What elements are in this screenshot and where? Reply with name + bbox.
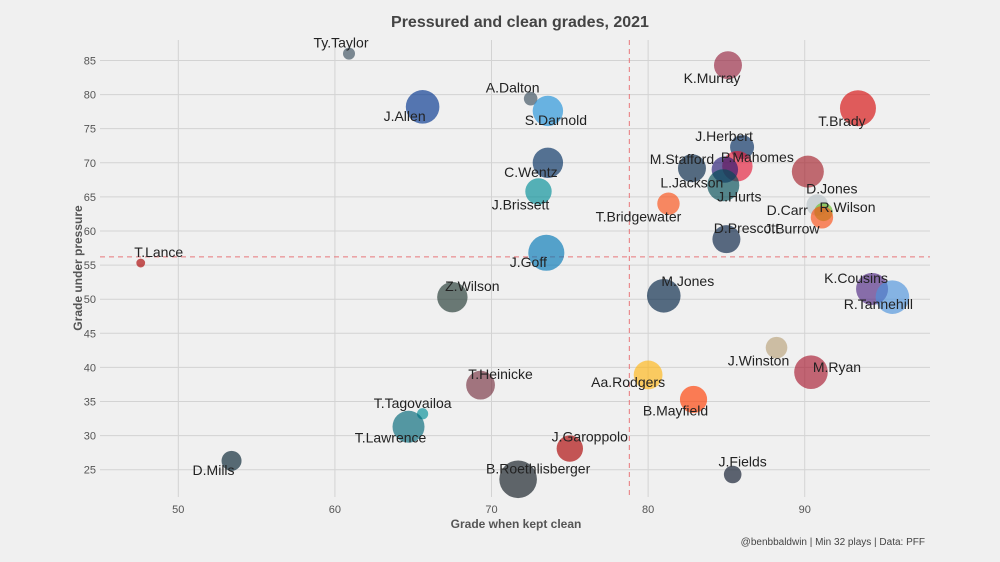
data-point bbox=[633, 360, 663, 390]
data-point bbox=[712, 225, 741, 254]
data-point bbox=[532, 95, 564, 127]
data-point bbox=[556, 435, 584, 462]
point-label: Ty.Taylor bbox=[314, 35, 369, 51]
point-label: B.Roethlisberger bbox=[486, 460, 591, 476]
point-label: T.Tagovailoa bbox=[374, 395, 452, 411]
y-tick-label: 75 bbox=[84, 124, 96, 136]
point-label: Aa.Rodgers bbox=[591, 374, 665, 390]
y-tick-label: 50 bbox=[84, 294, 96, 306]
point-labels-layer: Ty.Taylor K.Murray A.Dalton J.Allen S.Darnol… bbox=[134, 35, 913, 478]
point-label: T.Brady bbox=[818, 113, 865, 129]
point-label: L.Jackson bbox=[660, 175, 723, 191]
point-label: T.Heinicke bbox=[468, 366, 533, 382]
point-label: D.Mills bbox=[193, 462, 235, 478]
data-point bbox=[657, 192, 680, 215]
data-point bbox=[713, 51, 742, 80]
point-label: R.Wilson bbox=[820, 199, 876, 215]
point-label: M.Ryan bbox=[813, 359, 861, 375]
data-point bbox=[525, 178, 552, 205]
data-point bbox=[499, 460, 537, 499]
data-point bbox=[679, 385, 708, 414]
y-tick-label: 85 bbox=[84, 55, 96, 67]
data-point bbox=[765, 336, 788, 359]
point-label: D.Prescott bbox=[714, 220, 779, 236]
point-label: S.Darnold bbox=[525, 112, 587, 128]
point-label: P.Mahomes bbox=[721, 149, 794, 165]
point-label: J.Brissett bbox=[492, 196, 550, 212]
data-point bbox=[646, 278, 681, 313]
point-label: J.Goff bbox=[510, 254, 547, 270]
data-point bbox=[677, 154, 706, 183]
point-label: Z.Wilson bbox=[445, 278, 499, 294]
y-tick-label: 25 bbox=[84, 465, 96, 477]
data-point bbox=[875, 280, 910, 314]
point-label: K.Cousins bbox=[824, 270, 888, 286]
point-label: K.Murray bbox=[684, 70, 741, 86]
data-point bbox=[437, 281, 468, 313]
reference-lines bbox=[100, 40, 930, 497]
points-layer bbox=[136, 47, 910, 499]
data-point bbox=[707, 169, 740, 202]
data-point bbox=[343, 47, 355, 60]
chart-caption: @benbbaldwin | Min 32 plays | Data: PFF bbox=[741, 537, 925, 548]
x-tick-label: 90 bbox=[799, 504, 811, 516]
y-tick-label: 45 bbox=[84, 328, 96, 340]
point-label: J.Garoppolo bbox=[552, 429, 628, 445]
y-tick-label: 80 bbox=[84, 90, 96, 102]
data-point bbox=[532, 147, 564, 178]
y-tick-label: 60 bbox=[84, 226, 96, 238]
point-label: D.Jones bbox=[806, 181, 857, 197]
chart-title: Pressured and clean grades, 2021 bbox=[391, 14, 649, 31]
point-label: R.Tannehill bbox=[844, 296, 913, 312]
x-tick-label: 80 bbox=[642, 504, 654, 516]
data-point bbox=[723, 465, 742, 484]
data-point bbox=[392, 410, 425, 443]
y-tick-label: 40 bbox=[84, 362, 96, 374]
point-label: J.Winston bbox=[728, 353, 789, 369]
data-point bbox=[794, 355, 828, 389]
y-tick-label: 65 bbox=[84, 192, 96, 204]
point-label: T.Lawrence bbox=[355, 430, 427, 446]
point-label: C.Wentz bbox=[504, 164, 557, 180]
data-point bbox=[839, 90, 876, 127]
data-point bbox=[221, 450, 242, 471]
point-label: J.Allen bbox=[384, 108, 426, 124]
point-label: D.Carr bbox=[767, 202, 809, 218]
y-tick-label: 30 bbox=[84, 431, 96, 443]
y-axis-label: Grade under pressure bbox=[71, 205, 85, 331]
point-label: J.Burrow bbox=[764, 220, 820, 236]
point-label: T.Lance bbox=[134, 244, 183, 260]
point-label: M.Jones bbox=[661, 273, 714, 289]
data-point bbox=[405, 90, 440, 124]
y-tick-label: 70 bbox=[84, 158, 96, 170]
point-label: A.Dalton bbox=[486, 80, 540, 96]
x-tick-label: 60 bbox=[329, 504, 341, 516]
tick-labels-layer: 50 60 70 80 90 25 30 35 40 45 50 55 60 65 70 75 80 85 bbox=[84, 55, 811, 516]
x-tick-label: 70 bbox=[485, 504, 497, 516]
data-point bbox=[528, 234, 565, 271]
y-tick-label: 55 bbox=[84, 260, 96, 272]
point-label: M.Stafford bbox=[650, 151, 714, 167]
grid-layer bbox=[100, 40, 930, 497]
data-point bbox=[810, 206, 834, 229]
y-tick-label: 35 bbox=[84, 397, 96, 409]
point-label: T.Bridgewater bbox=[596, 209, 682, 225]
data-point bbox=[791, 155, 824, 188]
x-tick-label: 50 bbox=[172, 504, 184, 516]
point-label: B.Mayfield bbox=[643, 402, 708, 418]
point-label: J.Fields bbox=[719, 453, 767, 469]
point-label: J.Herbert bbox=[695, 128, 753, 144]
x-axis-label: Grade when kept clean bbox=[451, 517, 582, 531]
data-point bbox=[466, 370, 495, 400]
data-point bbox=[136, 258, 146, 268]
data-point bbox=[523, 91, 538, 106]
point-label: J.Hurts bbox=[717, 188, 761, 204]
